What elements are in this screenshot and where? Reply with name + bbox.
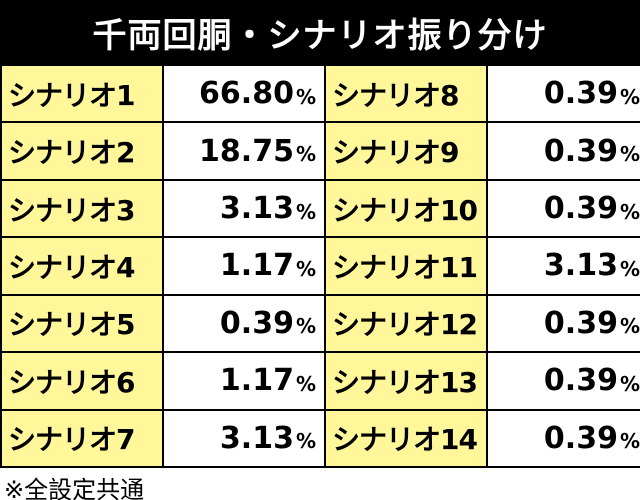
scenario-value: 3.13% (164, 180, 324, 237)
scenario-value: 0.39% (488, 123, 640, 179)
percent-unit: % (619, 371, 640, 396)
percent-value: 0.39 (543, 133, 618, 169)
percent-value: 1.17 (219, 248, 294, 284)
percent-value: 0.39 (543, 363, 618, 399)
percent-unit: % (295, 199, 316, 224)
scenario-value: 3.13% (488, 238, 640, 294)
scenario-value: 0.39% (488, 410, 640, 466)
percent-value: 1.17 (219, 363, 294, 399)
title-bar: 千両回胴・シナリオ振り分け (0, 0, 640, 64)
percent-value: 0.39 (543, 420, 618, 456)
percent-unit: % (295, 314, 316, 339)
scenario-label: シナリオ9 (326, 123, 486, 179)
scenario-label: シナリオ10 (326, 180, 486, 237)
scenario-label: シナリオ11 (326, 238, 486, 294)
percent-value: 3.13 (543, 248, 618, 284)
scenario-label: シナリオ3 (2, 180, 162, 237)
percent-value: 0.39 (543, 305, 618, 341)
scenario-value: 0.39% (488, 353, 640, 409)
percent-unit: % (295, 142, 316, 167)
percent-unit: % (295, 256, 316, 281)
scenario-label: シナリオ8 (326, 66, 486, 122)
page-title: 千両回胴・シナリオ振り分け (92, 15, 548, 56)
scenario-value: 18.75% (164, 123, 324, 179)
scenario-value: 0.39% (488, 66, 640, 122)
percent-unit: % (619, 142, 640, 167)
scenario-label: シナリオ13 (326, 353, 486, 409)
scenario-table: シナリオ1 66.80% シナリオ8 0.39% シナリオ2 18.75% シナ… (0, 64, 640, 468)
percent-unit: % (295, 84, 316, 109)
scenario-label: シナリオ6 (2, 353, 162, 409)
scenario-value: 0.39% (488, 180, 640, 237)
scenario-label: シナリオ5 (2, 295, 162, 352)
scenario-label: シナリオ14 (326, 410, 486, 466)
scenario-value: 0.39% (488, 295, 640, 352)
percent-value: 3.13 (219, 420, 294, 456)
scenario-value: 1.17% (164, 353, 324, 409)
percent-value: 0.39 (543, 76, 618, 112)
percent-unit: % (619, 256, 640, 281)
percent-value: 3.13 (219, 191, 294, 227)
scenario-value: 1.17% (164, 238, 324, 294)
scenario-value: 0.39% (164, 295, 324, 352)
percent-value: 18.75 (199, 133, 294, 169)
scenario-value: 3.13% (164, 410, 324, 466)
percent-unit: % (295, 371, 316, 396)
percent-value: 0.39 (543, 191, 618, 227)
scenario-label: シナリオ2 (2, 123, 162, 179)
percent-unit: % (619, 429, 640, 454)
scenario-label: シナリオ7 (2, 410, 162, 466)
percent-unit: % (619, 84, 640, 109)
scenario-label: シナリオ12 (326, 295, 486, 352)
percent-unit: % (619, 314, 640, 339)
scenario-label: シナリオ1 (2, 66, 162, 122)
scenario-label: シナリオ4 (2, 238, 162, 294)
percent-value: 0.39 (219, 305, 294, 341)
percent-unit: % (619, 199, 640, 224)
percent-value: 66.80 (199, 76, 294, 112)
percent-unit: % (295, 429, 316, 454)
footnote: ※全設定共通 (4, 476, 145, 500)
scenario-value: 66.80% (164, 66, 324, 122)
